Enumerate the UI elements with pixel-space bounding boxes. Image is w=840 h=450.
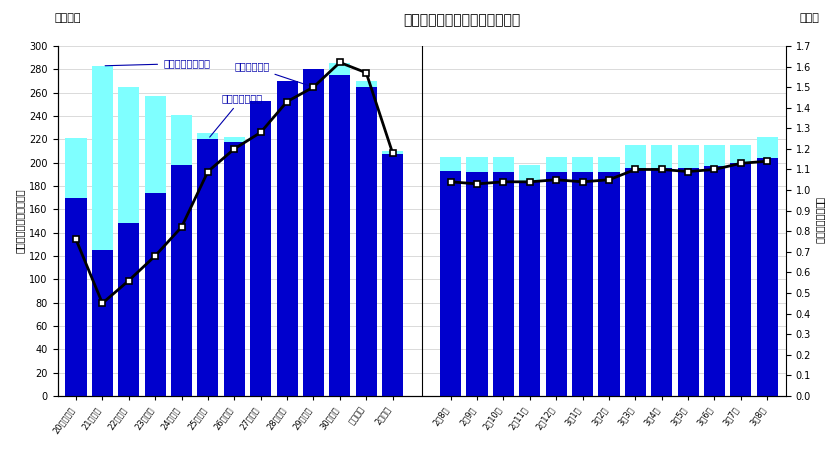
Bar (66, 198, 87, 396)
Bar (493, 157, 514, 396)
Bar (276, 81, 297, 396)
Bar (519, 181, 540, 396)
Bar (546, 172, 567, 396)
Bar (466, 172, 487, 396)
Bar (704, 145, 725, 396)
Bar (250, 101, 271, 396)
Bar (303, 87, 324, 396)
Bar (572, 157, 593, 396)
Bar (355, 81, 377, 396)
Bar (730, 145, 752, 396)
Bar (329, 75, 350, 396)
Bar (440, 157, 461, 396)
Bar (144, 96, 165, 396)
Bar (276, 99, 297, 396)
Bar (704, 166, 725, 396)
Bar (303, 69, 324, 396)
Bar (329, 63, 350, 396)
Bar (651, 168, 672, 396)
Bar (92, 66, 113, 396)
Bar (651, 145, 672, 396)
Y-axis label: （有効求人・有効求職）: （有効求人・有効求職） (15, 189, 25, 253)
Bar (546, 157, 567, 396)
Bar (572, 172, 593, 396)
Bar (197, 134, 218, 396)
Bar (92, 250, 113, 396)
Bar (250, 128, 271, 396)
Text: 月間有効求職者数: 月間有効求職者数 (105, 58, 210, 68)
Bar (678, 168, 699, 396)
Bar (118, 223, 139, 396)
Text: 有効求人倍率: 有効求人倍率 (234, 62, 311, 86)
Bar (625, 168, 646, 396)
Bar (223, 142, 244, 396)
Bar (382, 151, 403, 396)
Text: 求人、求職及び求人倍率の推移: 求人、求職及び求人倍率の推移 (403, 14, 521, 27)
Bar (598, 172, 620, 396)
Bar (440, 171, 461, 396)
Bar (355, 87, 377, 396)
Bar (757, 137, 778, 396)
Bar (466, 157, 487, 396)
Text: （倒）: （倒） (799, 14, 819, 23)
Y-axis label: （有効求人倍率）: （有効求人倍率） (815, 198, 825, 244)
Bar (144, 193, 165, 396)
Bar (118, 87, 139, 396)
Bar (66, 138, 87, 396)
Bar (598, 157, 620, 396)
Text: 月間有効求人数: 月間有効求人数 (210, 94, 262, 137)
Bar (171, 165, 192, 396)
Bar (757, 158, 778, 396)
Bar (197, 140, 218, 396)
Bar (625, 145, 646, 396)
Bar (493, 172, 514, 396)
Bar (223, 137, 244, 396)
Bar (519, 165, 540, 396)
Bar (730, 162, 752, 396)
Bar (678, 145, 699, 396)
Text: （万人）: （万人） (55, 14, 81, 23)
Bar (382, 154, 403, 396)
Bar (171, 115, 192, 396)
